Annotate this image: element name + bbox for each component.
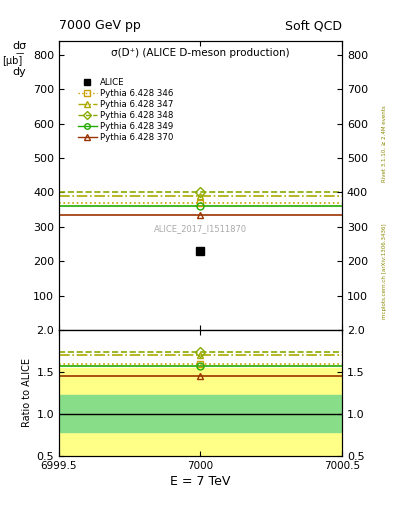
Text: dσ: dσ [13,41,27,51]
Text: Rivet 3.1.10, ≥ 2.4M events: Rivet 3.1.10, ≥ 2.4M events [382,105,387,182]
Bar [59,368,342,460]
Legend: ALICE, Pythia 6.428 346, Pythia 6.428 347, Pythia 6.428 348, Pythia 6.428 349, P: ALICE, Pythia 6.428 346, Pythia 6.428 34… [75,74,177,146]
Text: mcplots.cern.ch [arXiv:1306.3436]: mcplots.cern.ch [arXiv:1306.3436] [382,224,387,319]
Text: dy: dy [13,67,26,77]
Text: Soft QCD: Soft QCD [285,19,342,32]
X-axis label: E = 7 TeV: E = 7 TeV [170,475,231,488]
Y-axis label: Ratio to ALICE: Ratio to ALICE [22,358,32,428]
Text: 7000 GeV pp: 7000 GeV pp [59,19,141,32]
Text: —: — [15,49,24,58]
Text: [μb]: [μb] [2,56,22,67]
Text: ALICE_2017_I1511870: ALICE_2017_I1511870 [154,224,247,233]
Bar [59,395,342,432]
Text: σ(D⁺) (ALICE D-meson production): σ(D⁺) (ALICE D-meson production) [111,48,290,58]
